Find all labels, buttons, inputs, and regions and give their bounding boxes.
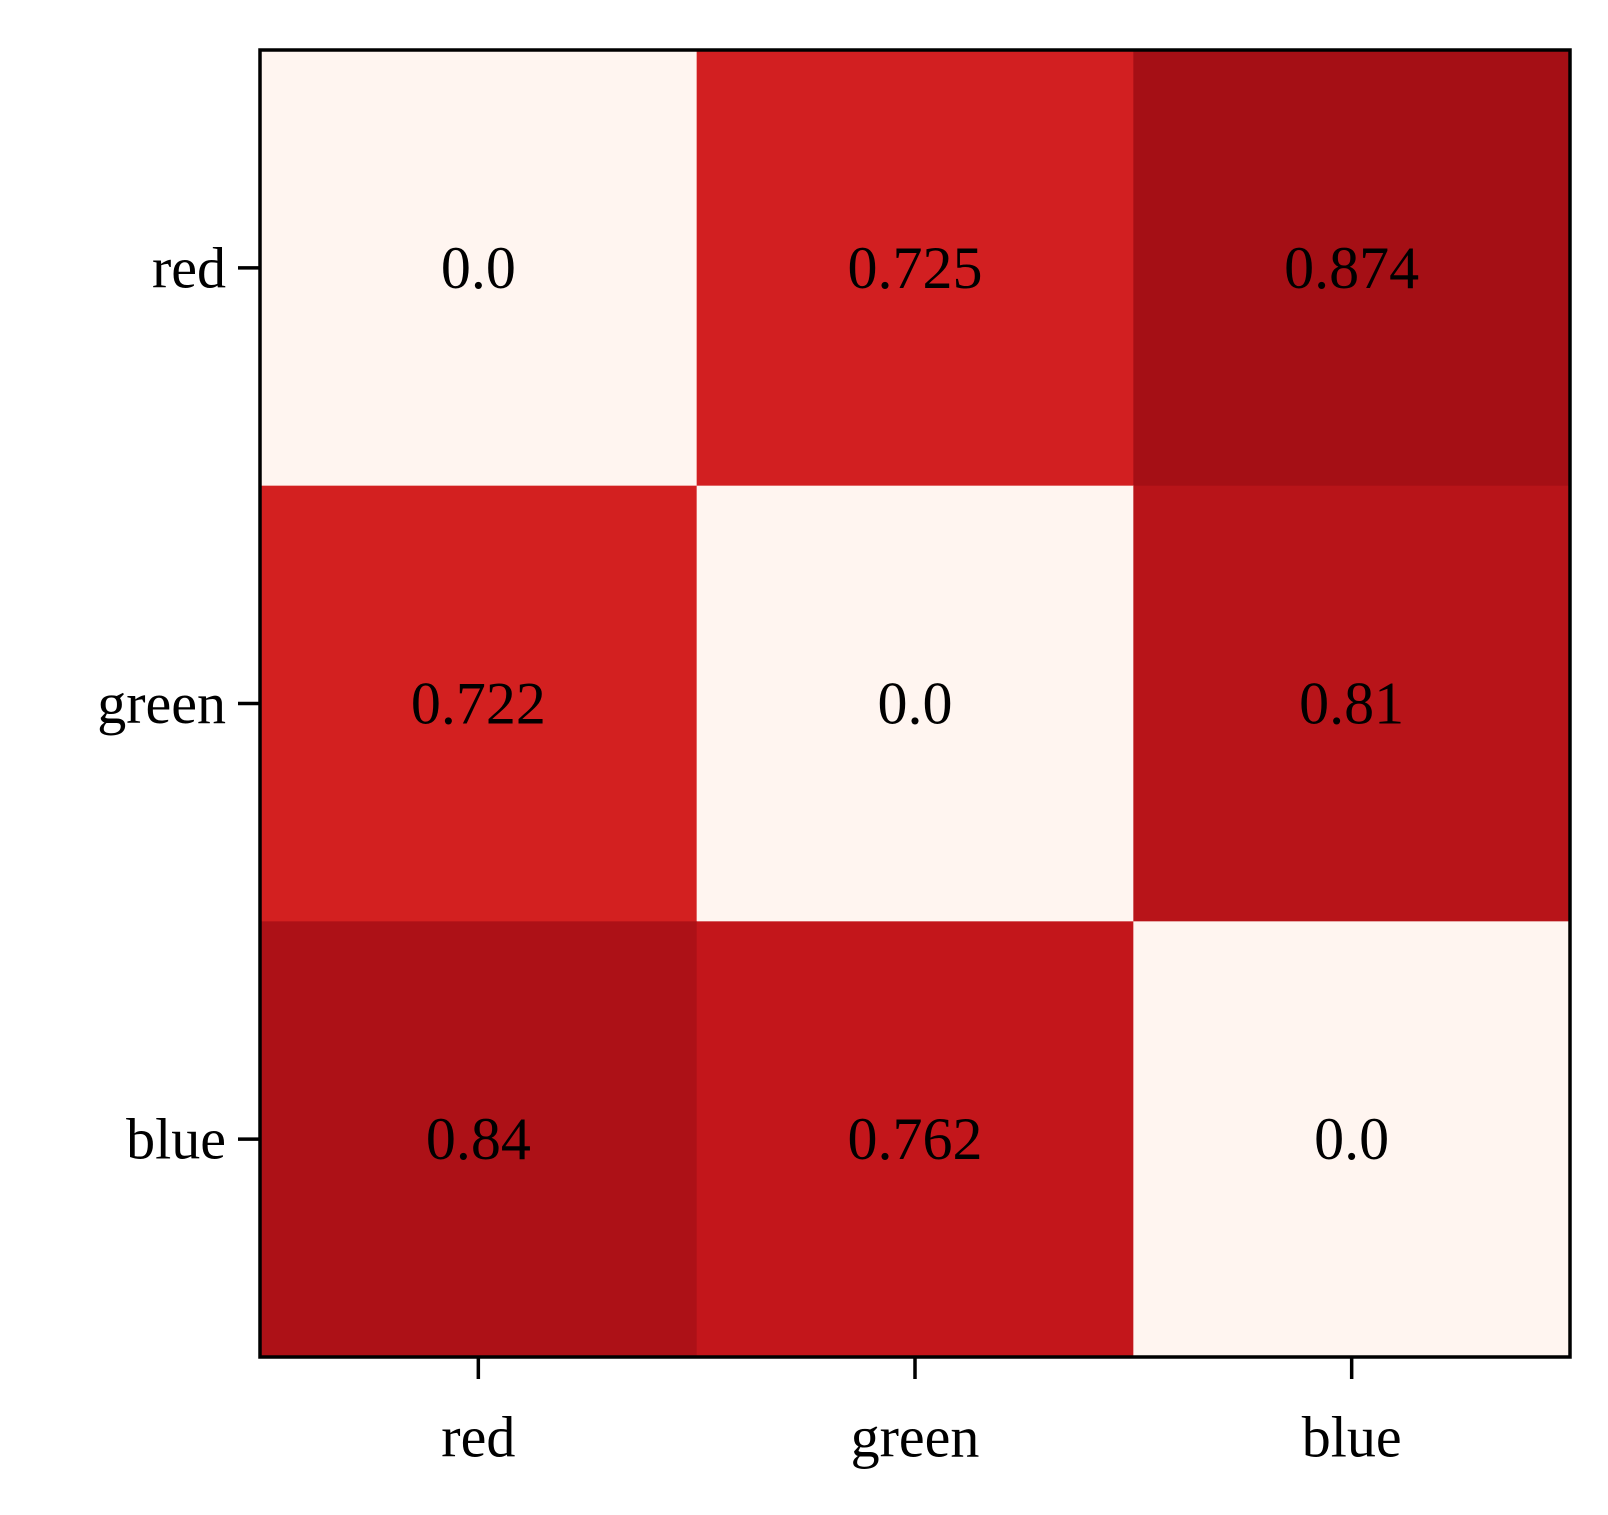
cell-value-label: 0.84 [426, 1106, 531, 1172]
heatmap-cell-blue-blue [1133, 921, 1571, 1358]
cell-value-label: 0.725 [848, 235, 983, 301]
cell-value-label: 0.0 [441, 235, 516, 301]
heatmap-cell-red-red [260, 50, 698, 487]
heatmap-cell-green-blue [1133, 485, 1571, 922]
x-tick-label: green [851, 1405, 980, 1470]
y-tick-label: blue [126, 1107, 226, 1172]
heatmap-cell-red-green [696, 50, 1134, 487]
heatmap-cell-blue-green [696, 921, 1134, 1358]
y-tick-label: green [97, 671, 226, 736]
heatmap-cells [260, 50, 1571, 1358]
cell-value-label: 0.762 [848, 1106, 983, 1172]
x-tick-label: blue [1302, 1405, 1402, 1470]
heatmap-cell-red-blue [1133, 50, 1571, 487]
x-axis: red green blue [441, 1357, 1402, 1470]
cell-value-label: 0.0 [878, 671, 953, 737]
y-axis: red green blue [97, 235, 260, 1172]
y-tick-label: red [152, 235, 226, 300]
x-tick-label: red [441, 1405, 515, 1470]
heatmap-cell-labels: 0.0 0.725 0.874 0.722 0.0 0.81 0.84 0.762 0.0 [411, 235, 1419, 1172]
cell-value-label: 0.0 [1314, 1106, 1389, 1172]
heatmap-cell-blue-red [260, 921, 698, 1358]
heatmap-cell-green-red [260, 485, 698, 922]
cell-value-label: 0.874 [1284, 235, 1419, 301]
heatmap-cell-green-green [696, 485, 1134, 922]
cell-value-label: 0.81 [1299, 671, 1404, 737]
cell-value-label: 0.722 [411, 671, 546, 737]
